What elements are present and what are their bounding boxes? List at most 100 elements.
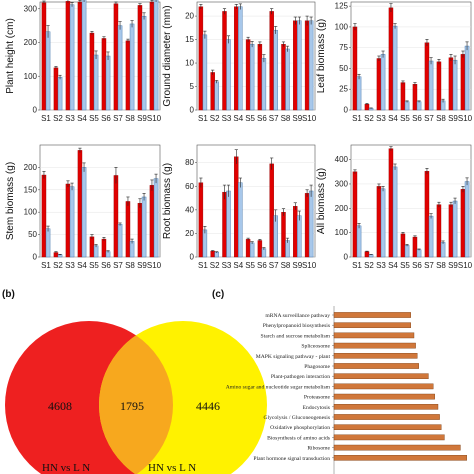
y-tick-label: 20 [185,12,194,21]
y-tick-label: 0 [33,253,38,262]
x-tick-label: S10 [147,114,162,123]
bar [101,238,107,258]
pathway-bar [333,444,461,451]
x-tick-label: S7 [113,261,123,270]
bar [238,182,243,258]
bar [452,200,458,258]
bar [81,0,87,111]
x-tick-label: S3 [222,261,232,270]
x-tick-label: S4 [77,261,87,270]
bar [269,11,274,111]
y-tick-label: 100 [335,228,349,237]
x-tick-label: S1 [198,114,208,123]
pathway-label: Spliceosome [301,344,330,350]
x-tick-label: S7 [269,261,279,270]
pathway-label: Phagosome [304,364,330,370]
bar [285,240,290,258]
y-axis-label: Leaf biomass (g) [316,19,327,93]
bar [117,224,123,258]
x-tick-label: S6 [412,114,422,123]
bar [41,174,47,258]
bar [304,193,310,258]
x-tick-label: S1 [41,261,51,270]
bar [281,44,286,111]
bar [222,11,227,111]
bar [388,148,394,258]
pathway-label: Plant-pathogen interaction [271,374,330,380]
y-axis-label: Root biomass (g) [162,163,173,239]
x-tick-label: S1 [352,261,362,270]
bar [105,55,111,111]
x-tick-label: S8 [436,261,446,270]
y-tick-label: 50 [28,230,37,239]
y-tick-label: 200 [24,163,38,172]
x-tick-label: S7 [424,261,434,270]
x-tick-label: S3 [376,114,386,123]
bar [460,54,466,111]
y-tick-label: 0 [190,106,195,115]
y-tick-label: 400 [335,155,349,164]
x-tick-label: S6 [412,261,422,270]
pathway-bar [333,353,418,359]
bar [400,233,406,258]
x-tick-label: S3 [65,261,75,270]
venn-overlap-count: 1795 [120,399,144,413]
pathway-label: Glycolysis / Gluconeogenesis [264,415,331,421]
y-tick-label: 80 [185,158,194,167]
bar [269,163,274,258]
x-tick-label: S7 [269,114,279,123]
bar [273,215,278,258]
bar [113,175,119,258]
y-tick-label: 75 [339,43,348,52]
bar [45,31,51,111]
bar [81,167,87,258]
venn-right-label: HN vs L N [148,462,196,474]
bar [245,239,251,258]
bar [293,206,298,258]
y-tick-label: 300 [335,179,349,188]
bar [137,5,143,111]
bar [45,228,51,258]
x-tick-label: S2 [210,261,220,270]
bar [113,3,119,111]
bar [261,248,267,258]
bar [281,211,286,258]
pathway-bar [333,322,412,329]
x-tick-label: S3 [376,261,386,270]
y-tick-label: 100 [335,22,349,31]
bar [364,251,370,258]
x-tick-label: S5 [245,261,255,270]
bar [125,201,131,258]
x-tick-label: S9 [292,114,302,123]
pathway-label: Proteasome [304,395,331,401]
bar [352,26,358,111]
bar [77,1,83,111]
bar [257,44,263,111]
bar [198,182,204,258]
x-tick-label: S10 [458,261,473,270]
bar [297,215,302,258]
x-tick-label: S9 [137,114,147,123]
pathway-bar [333,393,436,400]
bar [65,1,71,111]
bar [93,54,99,111]
venn-right-count: 4446 [196,399,220,413]
bar [210,250,215,258]
x-tick-label: S2 [53,261,63,270]
bar [392,25,398,111]
y-tick-label: 60 [185,182,194,191]
bar-panel-1: 0 100 200 300 S1 S2 S3 S4 S5 S6 S7 S8 S9 S10 Plant hei… [5,0,162,123]
pathway-label: Endocytosis [303,405,330,411]
bar [412,84,418,111]
y-tick-label: 300 [24,4,38,13]
bar [464,45,470,111]
y-axis-label: Plant height (cm) [5,18,16,94]
y-tick-label: 50 [339,64,348,73]
pathway-bar [333,424,442,431]
bar [65,183,71,258]
y-tick-label: 0 [190,253,195,262]
pathway-label: Starch and sucrose metabolism [261,333,331,339]
bar [149,1,155,111]
x-tick-label: S5 [89,261,99,270]
